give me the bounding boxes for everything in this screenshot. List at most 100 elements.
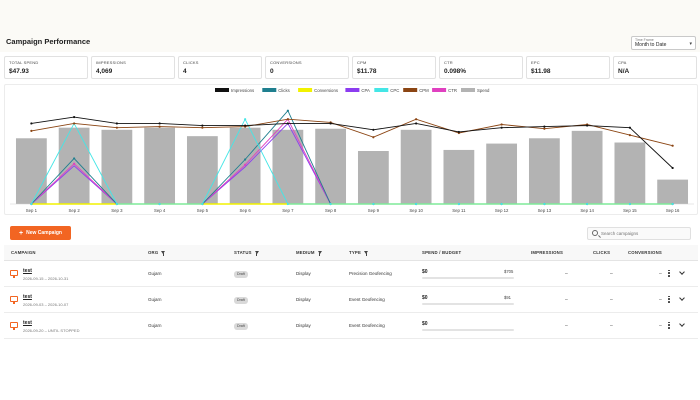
x-tick-label: Sep 5 (197, 208, 209, 213)
legend-swatch (432, 88, 447, 92)
x-tick-label: Sep 14 (580, 208, 594, 213)
legend-swatch (298, 88, 313, 92)
table-row[interactable]: test 2026-09-15 – 2026-10-31 Gujarn Draf… (4, 262, 698, 287)
column-header-status[interactable]: STATUS (234, 250, 259, 256)
legend-swatch (345, 88, 360, 92)
metric-card-conversions: CONVERSIONS 0 (265, 56, 349, 79)
metric-card-epc: EPC $11.98 (526, 56, 610, 79)
spend-progress-bar (422, 329, 514, 331)
more-options-icon[interactable] (667, 269, 671, 279)
chevron-down-icon[interactable] (679, 321, 685, 327)
table-row[interactable]: test 2026-09-03 – 2026-10-07 Gujarn Draf… (4, 288, 698, 313)
series-line-cpm (31, 118, 673, 147)
data-point (415, 202, 418, 206)
filter-icon[interactable] (317, 251, 322, 256)
spend-progress-bar (422, 277, 514, 279)
org-cell: Gujarn (148, 323, 162, 328)
medium-cell: Display (296, 271, 311, 276)
spend-bar (101, 129, 133, 204)
spend-bar (614, 142, 646, 204)
filter-icon[interactable] (161, 251, 166, 256)
data-point (671, 166, 674, 170)
clicks-cell: – (610, 271, 613, 277)
data-point (286, 118, 289, 121)
legend-label: Impressions (231, 88, 254, 93)
metric-value: 4,069 (96, 68, 113, 75)
chevron-down-icon[interactable] (679, 295, 685, 301)
data-point (201, 202, 204, 206)
legend-swatch (461, 88, 475, 92)
metric-label: CLICKS (183, 60, 199, 65)
plus-icon: + (19, 229, 24, 237)
column-header-status-label: STATUS (234, 250, 252, 255)
campaign-name-link[interactable]: test (23, 268, 32, 274)
search-input[interactable] (601, 229, 687, 238)
legend-label: CPM (419, 88, 429, 93)
spend-bar (443, 149, 475, 204)
impressions-cell: – (565, 297, 568, 303)
metric-value: 0.098% (444, 68, 467, 75)
data-point (543, 127, 546, 130)
data-point (244, 124, 247, 127)
status-badge: Draft (234, 323, 248, 330)
metric-cards: TOTAL SPEND $47.93 IMPRESSIONS 4,069 CLI… (4, 56, 698, 80)
data-point (372, 136, 375, 139)
column-header-medium[interactable]: MEDIUM (296, 250, 322, 256)
campaign-name-link[interactable]: test (23, 320, 32, 326)
spend-bar (657, 179, 689, 204)
legend-label: CPC (390, 88, 399, 93)
caret-down-icon: ▾ (689, 41, 692, 47)
legend-swatch (374, 88, 389, 92)
table-row[interactable]: test 2026-09-20 – UNTIL STOPPED Gujarn D… (4, 314, 698, 339)
data-point (500, 126, 503, 129)
x-tick-label: Sep 6 (240, 208, 252, 213)
data-point (115, 122, 118, 125)
metric-label: EPC (531, 60, 540, 65)
column-header-type[interactable]: TYPE (349, 250, 369, 256)
column-header-clicks[interactable]: CLICKS (593, 250, 611, 255)
data-point (628, 134, 631, 137)
conversions-cell: – (659, 323, 662, 329)
chevron-down-icon[interactable] (679, 269, 685, 275)
campaign-name-link[interactable]: test (23, 294, 32, 300)
time-frame-select[interactable]: Time Frame Month to Date ▾ (631, 36, 696, 50)
legend-label: CTR (448, 88, 457, 93)
data-point (286, 122, 289, 125)
campaign-dates: 2026-09-03 – 2026-10-07 (23, 302, 69, 307)
column-header-spend-budget[interactable]: SPEND / BUDGET (422, 250, 462, 255)
column-header-conversions[interactable]: CONVERSIONS (628, 250, 662, 255)
more-options-icon[interactable] (667, 321, 671, 331)
legend-label: Conversions (314, 88, 338, 93)
spend-value: $0 (422, 269, 428, 275)
spend-bar (528, 138, 560, 204)
clicks-cell: – (610, 297, 613, 303)
new-campaign-button[interactable]: + New Campaign (10, 226, 71, 240)
data-point (372, 202, 375, 206)
search-box[interactable] (587, 227, 691, 240)
conversions-cell: – (659, 271, 662, 277)
x-tick-label: Sep 16 (666, 208, 680, 213)
more-options-icon[interactable] (667, 295, 671, 305)
spend-progress-bar (422, 303, 514, 305)
campaign-toolbar: + New Campaign (0, 222, 700, 244)
metric-label: CONVERSIONS (270, 60, 302, 65)
data-point (457, 202, 460, 206)
spend-bar (571, 130, 603, 204)
column-header-campaign[interactable]: CAMPAIGN (11, 250, 36, 255)
data-point (244, 158, 247, 161)
metric-value: 0 (270, 68, 274, 75)
data-point (201, 126, 204, 129)
data-point (628, 202, 631, 206)
page-title: Campaign Performance (6, 37, 91, 46)
column-header-impressions[interactable]: IMPRESSIONS (531, 250, 564, 255)
spend-value: $0 (422, 295, 428, 301)
data-point (73, 122, 76, 125)
data-point (543, 125, 546, 128)
data-point (671, 144, 674, 147)
legend-label: Clicks (278, 88, 289, 93)
filter-icon[interactable] (364, 251, 369, 256)
spend-value: $0 (422, 321, 428, 327)
filter-icon[interactable] (254, 251, 259, 256)
budget-value: $91 (504, 295, 511, 300)
column-header-org[interactable]: ORG (148, 250, 166, 256)
